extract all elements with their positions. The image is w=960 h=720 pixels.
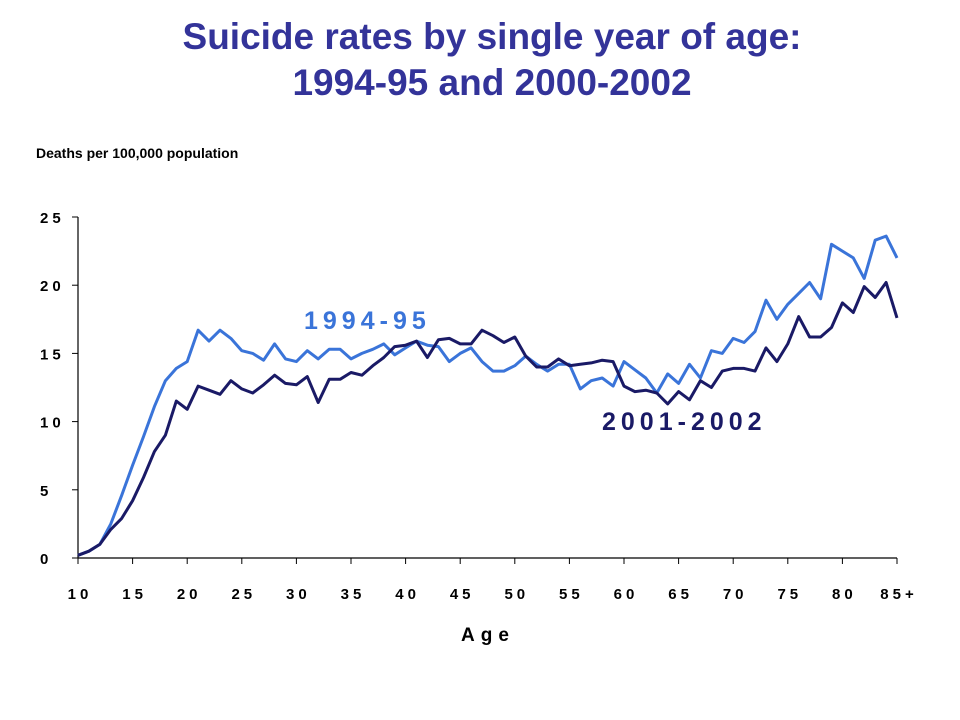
chart-title-line2: 1994-95 and 2000-2002 [292,62,692,103]
y-axis-label: Deaths per 100,000 population [36,145,239,161]
series-label-2001-2002: 2001-2002 [602,408,767,436]
chart-title-line1: Suicide rates by single year of age: [182,16,802,57]
y-tick-label: 25 [40,210,65,227]
x-tick-label: 85+ [880,586,917,603]
series-line-1994-95 [77,234,899,557]
x-tick-label: 10 [68,586,93,603]
y-tick-label: 15 [40,346,65,363]
series-label-1994-95: 1994-95 [304,307,431,335]
chart-axes [77,217,897,559]
x-tick-label: 75 [777,586,802,603]
chart-series [77,234,899,557]
x-tick-label: 55 [559,586,584,603]
y-tick-label: 0 [40,551,52,568]
x-tick-label: 50 [504,586,529,603]
x-tick-label: 35 [341,586,366,603]
chart-ticks: 0 5 10 15 20 25 10 15 20 25 30 35 40 45 50 55 60 65 70 75 80… [40,210,917,603]
y-tick-label: 5 [40,483,52,500]
x-tick-label: 25 [231,586,256,603]
y-tick-label: 10 [40,415,65,432]
series-line-2001-2002 [77,281,899,557]
x-tick-label: 80 [832,586,857,603]
x-tick-label: 15 [122,586,147,603]
y-tick-label: 20 [40,278,65,295]
chart-title: Suicide rates by single year of age: 199… [0,14,960,106]
x-tick-label: 45 [450,586,475,603]
x-tick-label: 40 [395,586,420,603]
x-axis-title: Age [461,625,515,646]
x-tick-label: 20 [177,586,202,603]
x-tick-label: 30 [286,586,311,603]
x-tick-label: 60 [614,586,639,603]
x-tick-label: 65 [668,586,693,603]
x-tick-label: 70 [723,586,748,603]
